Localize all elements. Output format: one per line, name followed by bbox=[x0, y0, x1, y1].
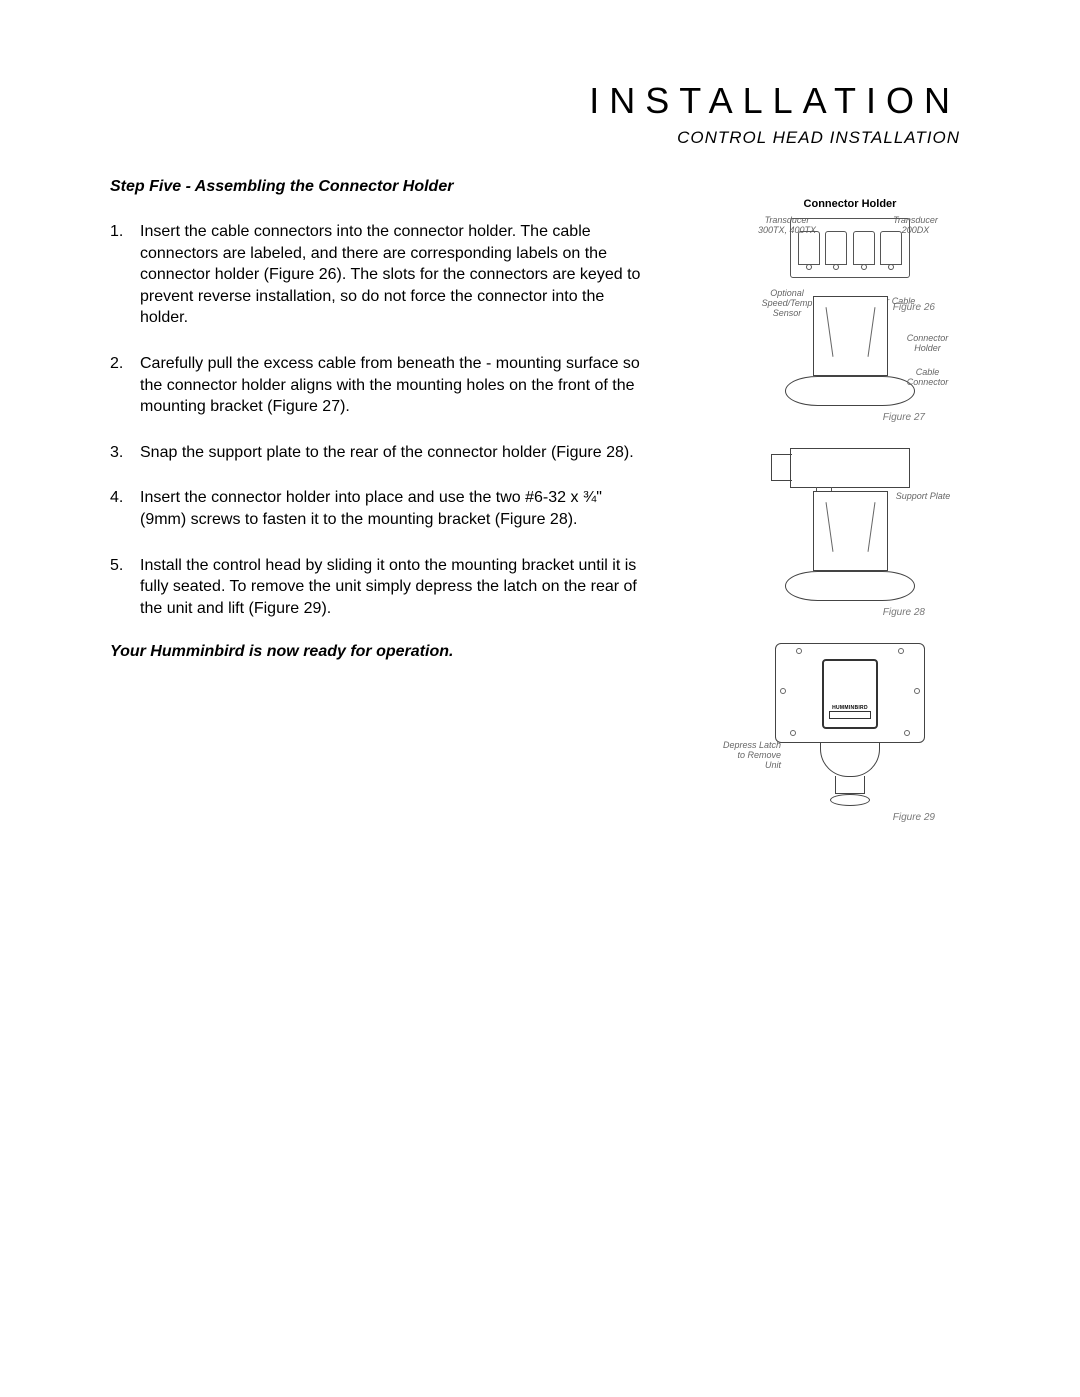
bracket-body-icon bbox=[813, 296, 888, 376]
text-column: Step Five - Assembling the Connector Hol… bbox=[110, 178, 650, 823]
fig28a-label: Support Plate bbox=[893, 492, 953, 502]
step-title: Step Five - Assembling the Connector Hol… bbox=[110, 178, 650, 196]
page-header: INSTALLATION CONTROL HEAD INSTALLATION bbox=[110, 80, 1020, 148]
figure-column: Connector Holder Transducer 300TX, 400TX… bbox=[680, 178, 1020, 823]
fig27-caption: Figure 27 bbox=[775, 412, 925, 423]
figure-28-plate: Support Plate bbox=[775, 448, 925, 488]
fig27-label1: Connector Holder bbox=[900, 334, 955, 354]
step-item: Insert the cable connectors into the con… bbox=[110, 221, 650, 329]
step-item: Install the control head by sliding it o… bbox=[110, 555, 650, 620]
brand-label: HUMMINBIRD bbox=[832, 705, 868, 711]
mount-stem-icon bbox=[835, 776, 865, 794]
header-subtitle: CONTROL HEAD INSTALLATION bbox=[110, 128, 960, 148]
figure-29: HUMMINBIRD Depress Latch to Remove Unit … bbox=[765, 643, 935, 823]
connector-holder-icon bbox=[790, 218, 910, 278]
bracket-body-icon bbox=[813, 491, 888, 571]
fig29-caption: Figure 29 bbox=[765, 812, 935, 823]
bracket-base-icon bbox=[785, 571, 915, 601]
support-plate-icon bbox=[790, 448, 910, 488]
mount-base-icon bbox=[830, 794, 870, 806]
mount-foot-icon bbox=[820, 742, 880, 777]
fig26-label-bl: Optional Speed/Temp Sensor bbox=[757, 289, 817, 319]
step-item: Snap the support plate to the rear of th… bbox=[110, 442, 650, 464]
header-title: INSTALLATION bbox=[110, 80, 960, 122]
control-head-icon: HUMMINBIRD bbox=[775, 643, 925, 743]
figure-28: Figure 28 bbox=[775, 533, 925, 618]
ready-text: Your Humminbird is now ready for operati… bbox=[110, 643, 650, 661]
bracket-base-icon bbox=[785, 376, 915, 406]
fig27-label2: Cable Connector bbox=[900, 368, 955, 388]
figure-27: Connector Holder Cable Connector Figure … bbox=[775, 338, 925, 423]
fig29-label: Depress Latch to Remove Unit bbox=[721, 741, 781, 771]
main-content: Step Five - Assembling the Connector Hol… bbox=[110, 178, 1020, 823]
step-list: Insert the cable connectors into the con… bbox=[110, 221, 650, 619]
step-item: Insert the connector holder into place a… bbox=[110, 487, 650, 530]
screen-icon: HUMMINBIRD bbox=[822, 659, 878, 729]
fig26-title: Connector Holder bbox=[765, 198, 935, 210]
step-item: Carefully pull the excess cable from ben… bbox=[110, 353, 650, 418]
fig28-caption: Figure 28 bbox=[775, 607, 925, 618]
